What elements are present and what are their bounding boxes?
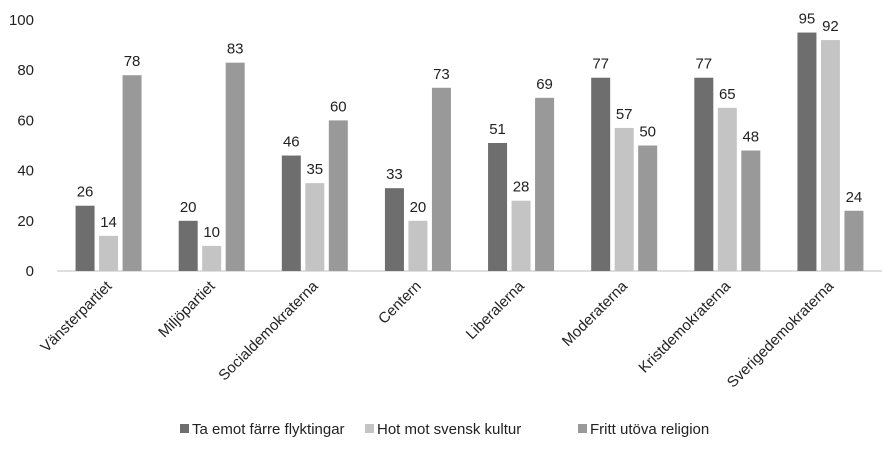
legend-label: Hot mot svensk kultur [377, 421, 521, 438]
data-label: 77 [592, 56, 609, 73]
category-label: Moderaterna [559, 277, 632, 350]
data-label: 50 [639, 124, 656, 141]
y-tick-label: 60 [17, 112, 34, 129]
data-label: 65 [719, 86, 736, 103]
y-tick-label: 0 [26, 263, 34, 280]
y-axis: 0 20 40 60 80 100 [9, 12, 34, 280]
category-label: Miljöpartiet [155, 277, 219, 341]
data-label: 73 [433, 66, 450, 83]
category-label: Kristdemokraterna [635, 277, 734, 376]
data-label: 48 [742, 129, 759, 146]
category-label: Liberalerna [463, 277, 529, 343]
bar [75, 205, 95, 271]
bar [844, 210, 864, 271]
data-label: 46 [283, 134, 300, 151]
data-label: 24 [846, 189, 863, 206]
data-label: 92 [822, 18, 839, 35]
data-label: 69 [536, 76, 553, 93]
bar [99, 235, 119, 271]
data-label: 33 [386, 166, 403, 183]
bar [431, 87, 451, 272]
bar [328, 120, 348, 272]
category-label: Vänsterpartiet [37, 277, 116, 356]
bar [408, 220, 428, 271]
data-label: 51 [489, 121, 506, 138]
data-label: 35 [306, 161, 323, 178]
bar [225, 62, 245, 271]
bar [178, 220, 198, 271]
bar [511, 200, 531, 271]
legend-label: Fritt utöva religion [590, 421, 709, 438]
data-label: 26 [77, 184, 94, 201]
bar [717, 107, 737, 271]
bar [202, 245, 222, 271]
bar [281, 155, 301, 271]
data-label: 60 [330, 98, 347, 115]
bar [694, 77, 714, 271]
data-label: 57 [616, 106, 633, 123]
data-labels: 26 14 78 20 10 83 46 35 60 33 20 73 51 28 69 77 57 50 77 65… [77, 11, 863, 241]
data-label: 77 [695, 56, 712, 73]
legend-swatch [365, 424, 374, 433]
data-label: 83 [227, 41, 244, 58]
category-label: Sverigedemokraterna [724, 277, 838, 391]
legend-swatch [578, 424, 587, 433]
data-label: 20 [180, 199, 197, 216]
bar [122, 75, 142, 271]
legend: Ta emot färre flyktingar Hot mot svensk k… [180, 421, 709, 438]
bar [614, 127, 634, 272]
legend-label: Ta emot färre flyktingar [192, 421, 345, 438]
category-label: Centern [375, 278, 425, 328]
category-label: Socialdemokraterna [215, 277, 322, 384]
bar [305, 183, 325, 271]
bar [488, 142, 508, 271]
data-label: 20 [410, 199, 427, 216]
bar [797, 32, 817, 271]
bar [820, 40, 840, 271]
y-tick-label: 40 [17, 163, 34, 180]
bar [591, 77, 611, 271]
bar [384, 188, 404, 271]
data-label: 78 [124, 53, 141, 70]
legend-swatch [180, 424, 189, 433]
data-label: 14 [100, 214, 117, 231]
y-tick-label: 20 [17, 213, 34, 230]
category-labels: Vänsterpartiet MiljöpartietSocialdemokrat… [37, 277, 837, 391]
data-label: 95 [799, 11, 816, 28]
bar [638, 145, 658, 271]
bar [535, 97, 555, 271]
bar [741, 150, 761, 271]
y-tick-label: 80 [17, 62, 34, 79]
data-label: 28 [513, 179, 530, 196]
y-tick-label: 100 [9, 12, 34, 29]
bars [75, 32, 864, 272]
data-label: 10 [203, 224, 220, 241]
